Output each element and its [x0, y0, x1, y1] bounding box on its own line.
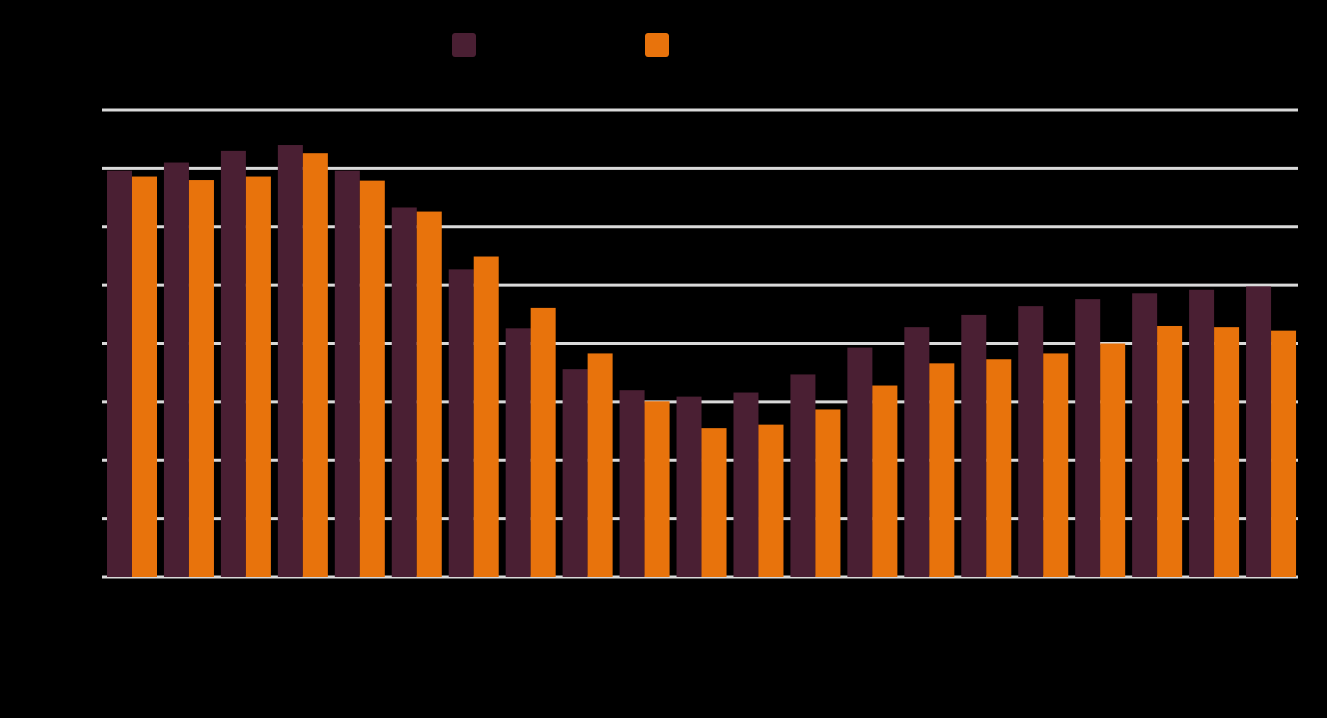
bar-series-1-3 [220, 150, 246, 578]
bar-series-2-16 [986, 359, 1012, 577]
bar-series-1-12 [733, 392, 759, 577]
bar-series-2-3 [245, 176, 271, 578]
bar-series-2-8 [530, 307, 556, 577]
bar-series-1-11 [676, 396, 702, 577]
bar-series-1-9 [562, 369, 588, 577]
legend-swatch-series-1 [452, 33, 476, 57]
bar-series-1-6 [391, 207, 417, 577]
bar-series-1-5 [334, 170, 360, 577]
bar-series-2-1 [132, 176, 157, 578]
bar-series-2-9 [587, 353, 613, 577]
bar-series-2-10 [644, 401, 670, 577]
legend [452, 33, 669, 57]
bar-series-2-2 [188, 180, 214, 578]
bar-series-2-20 [1214, 327, 1240, 577]
bar-series-1-10 [619, 390, 645, 577]
bar-series-1-13 [790, 374, 816, 577]
bar-series-2-11 [701, 428, 727, 577]
bar-series-2-7 [473, 256, 499, 577]
bar-series-2-18 [1100, 343, 1126, 577]
bar-series-1-1 [107, 170, 132, 577]
bar-series-1-19 [1132, 293, 1158, 577]
bar-series-1-8 [505, 328, 531, 577]
bar-series-1-15 [904, 327, 930, 577]
bars [107, 145, 1297, 578]
bar-series-1-18 [1075, 299, 1101, 577]
bar-series-1-4 [277, 145, 303, 577]
bar-series-2-4 [302, 153, 328, 577]
bar-series-1-16 [961, 314, 987, 577]
bar-series-1-2 [163, 162, 189, 577]
bar-series-1-20 [1189, 289, 1215, 577]
bar-series-1-21 [1246, 286, 1272, 577]
bar-series-2-15 [929, 363, 955, 577]
bar-series-2-13 [815, 409, 841, 577]
bar-series-2-19 [1157, 325, 1183, 577]
bar-series-2-17 [1043, 353, 1069, 577]
bar-series-2-12 [758, 424, 784, 577]
bar-series-2-6 [416, 211, 442, 577]
bar-series-1-7 [448, 269, 474, 577]
bar-series-2-5 [359, 180, 385, 578]
bar-series-2-14 [872, 385, 898, 577]
bar-series-2-21 [1271, 330, 1297, 577]
bar-series-1-17 [1018, 306, 1044, 577]
legend-swatch-series-2 [645, 33, 669, 57]
bar-series-1-14 [847, 347, 873, 577]
